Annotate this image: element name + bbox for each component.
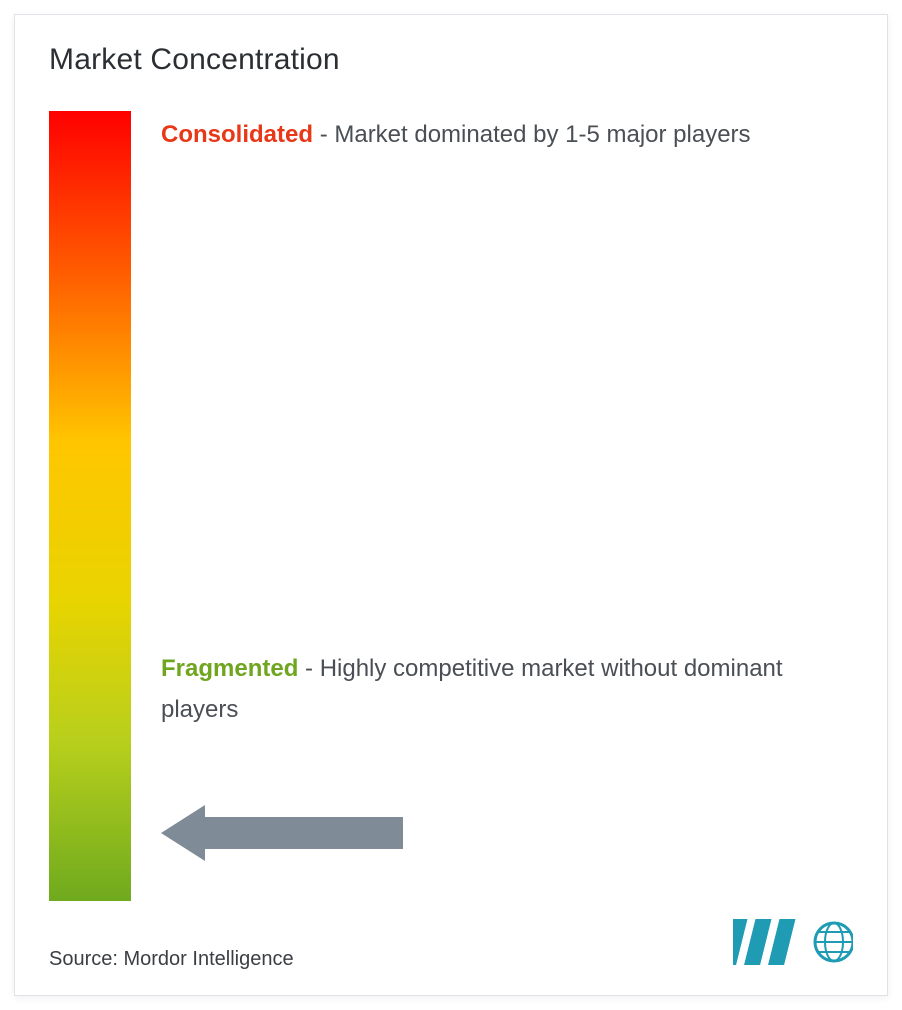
- market-concentration-card: Market Concentration Consolidated - Mark…: [14, 14, 888, 996]
- descriptions-column: Consolidated - Market dominated by 1-5 m…: [161, 111, 853, 901]
- indicator-arrow-wrap: [161, 805, 403, 866]
- source-text: Source: Mordor Intelligence: [49, 948, 294, 971]
- consolidated-text: - Market dominated by 1-5 major players: [320, 121, 751, 148]
- consolidated-label: Consolidated: [161, 121, 313, 148]
- chart-title: Market Concentration: [49, 43, 853, 77]
- footer-row: Source: Mordor Intelligence: [49, 913, 853, 971]
- fragmented-label: Fragmented: [161, 655, 298, 682]
- fragmented-description: Fragmented - Highly competitive market w…: [161, 649, 853, 731]
- consolidated-description: Consolidated - Market dominated by 1-5 m…: [161, 115, 853, 156]
- mordor-logo-icon: [733, 913, 853, 971]
- concentration-spectrum: [49, 111, 131, 901]
- content-row: Consolidated - Market dominated by 1-5 m…: [49, 111, 853, 901]
- indicator-arrow-icon: [161, 805, 403, 861]
